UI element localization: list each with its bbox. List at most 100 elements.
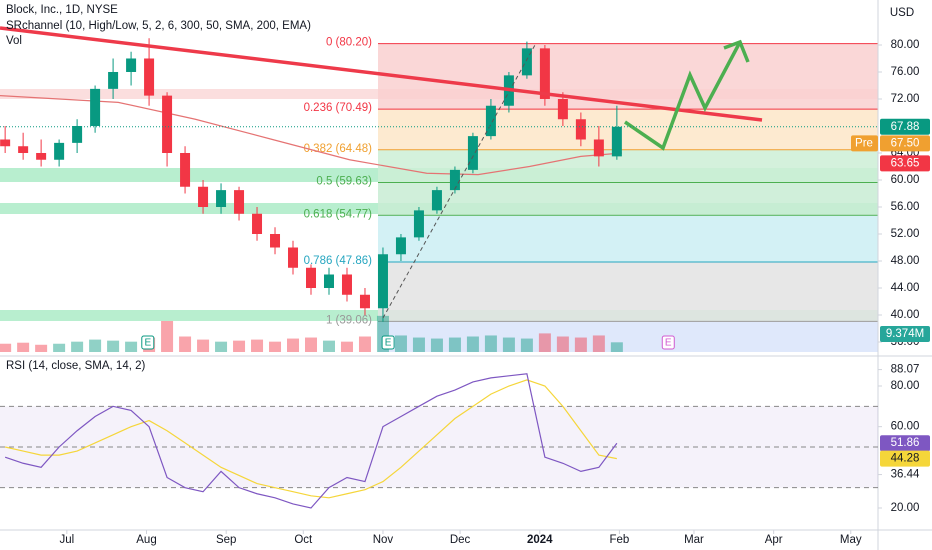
event-label: E: [385, 338, 392, 349]
event-label: E: [665, 338, 672, 349]
x-tick-label: Nov: [373, 534, 394, 546]
volume-bar: [71, 341, 84, 352]
x-tick-label: Dec: [450, 534, 471, 546]
volume-last: 9.374M: [886, 328, 924, 340]
candle-body: [557, 98, 568, 120]
x-tick-label: May: [840, 534, 862, 546]
candle-body: [234, 190, 245, 214]
volume-bar: [340, 341, 353, 352]
x-tick-label: Feb: [610, 534, 630, 546]
y-tick-label: 52.00: [891, 228, 920, 240]
volume-bar: [574, 337, 587, 352]
last-price-box: [880, 118, 930, 135]
fib-label: 0.236 (70.49): [304, 102, 373, 114]
rsi-tick-label: 88.07: [891, 364, 920, 376]
rsi-label: RSI (14, close, SMA, 14, 2): [6, 360, 146, 372]
projection-arrow: [624, 41, 742, 151]
fib-zone: [378, 182, 878, 216]
event-marker: [141, 335, 155, 350]
x-tick-label: Mar: [684, 534, 704, 546]
volume-bar: [161, 321, 174, 352]
fib-label: 0 (80.20): [326, 37, 372, 49]
rsi-tick-label: 20.00: [891, 502, 920, 514]
premarket-price: 67.50: [891, 137, 920, 149]
x-tick-label: Sep: [216, 534, 236, 546]
volume-bar: [233, 340, 246, 352]
x-tick-label: Jul: [59, 534, 74, 546]
fib-zone: [378, 109, 878, 150]
currency: USD: [890, 7, 914, 19]
arrow-head: [723, 39, 750, 63]
candle-body: [467, 136, 478, 170]
volume-bar: [502, 337, 515, 352]
volume-last-box: [880, 326, 930, 342]
candle-body: [521, 48, 532, 76]
prior-close: 63.65: [891, 157, 920, 169]
rsi-last-box: [880, 435, 930, 452]
rsi-last: 51.86: [891, 437, 920, 449]
volume-bar: [179, 336, 192, 352]
candle-body: [126, 58, 137, 72]
x-tick-label: Apr: [765, 534, 783, 546]
volume-bar: [484, 335, 497, 352]
volume-bar: [35, 344, 48, 352]
candle-body: [306, 267, 317, 289]
volume-bar: [125, 341, 138, 352]
volume-zone: [378, 322, 878, 352]
rsi-band: [0, 406, 878, 488]
event-label: E: [144, 338, 151, 349]
fib-zone: [378, 43, 878, 110]
volume-bar: [412, 337, 425, 352]
volume-bar: [466, 336, 479, 352]
candle-body: [18, 146, 29, 153]
volume-bar: [322, 340, 335, 352]
candle-body: [611, 126, 622, 157]
rsi-tick-label: 60.00: [891, 421, 920, 433]
volume-bar: [448, 337, 461, 352]
premarket-tag: Pre: [855, 137, 873, 149]
volume-bar: [53, 343, 66, 352]
volume-bar: [520, 338, 533, 352]
fib-label: 0.618 (54.77): [304, 208, 373, 220]
candle-body: [288, 247, 299, 268]
fib-zone: [378, 261, 878, 322]
x-tick-label: Oct: [294, 534, 313, 546]
volume-bar: [430, 338, 443, 352]
fib-label: 0.786 (47.86): [304, 255, 373, 267]
candle-body: [593, 139, 604, 157]
volume-bar: [107, 340, 120, 352]
fib-label: 1 (39.06): [326, 314, 372, 326]
y-tick-label: 40.00: [891, 309, 920, 321]
rsi-sma-last: 44.28: [891, 453, 920, 465]
y-tick-label: 48.00: [891, 255, 920, 267]
candle-body: [575, 119, 586, 140]
candle-body: [270, 234, 281, 248]
volume-bar: [592, 335, 605, 352]
candle-body: [36, 152, 47, 160]
volume-bar: [0, 343, 12, 352]
premarket-tag-box: [851, 135, 878, 152]
chart-title: Block, Inc., 1D, NYSE: [6, 4, 118, 16]
y-tick-label: 80.00: [891, 39, 920, 51]
volume-bar: [394, 335, 407, 352]
candle-body: [72, 125, 83, 143]
volume-bar: [251, 339, 264, 352]
volume-bar: [89, 339, 102, 352]
candle-body: [449, 169, 460, 191]
event-marker: [381, 335, 395, 350]
y-tick-label: 72.00: [891, 93, 920, 105]
rsi-tick-label: 80.00: [891, 380, 920, 392]
candle-body: [539, 48, 550, 99]
volume-bar: [287, 338, 300, 352]
x-tick-label: Aug: [136, 534, 156, 546]
volume-label: Vol: [6, 35, 22, 47]
candle-body: [162, 95, 173, 153]
candle-body: [108, 71, 119, 89]
candle-body: [198, 186, 209, 207]
candles: [0, 38, 623, 322]
indicator-label: SRchannel (10, High/Low, 5, 2, 6, 300, 5…: [6, 20, 311, 32]
candle-body: [377, 254, 388, 309]
candle-body: [0, 139, 11, 147]
volume-bar: [305, 337, 318, 352]
